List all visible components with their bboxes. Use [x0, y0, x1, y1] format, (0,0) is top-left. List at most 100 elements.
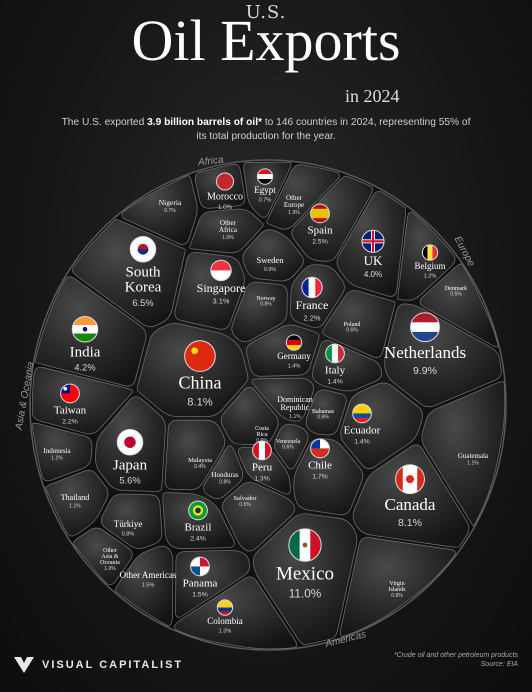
- country-name: France: [296, 298, 329, 312]
- country-panama: Panama 1.5%: [183, 556, 218, 599]
- country-share: 0.6%: [317, 415, 329, 421]
- country-name: Netherlands: [384, 343, 466, 362]
- country-share: 0.8%: [260, 302, 272, 308]
- country-name: Rica: [257, 432, 268, 438]
- japan-flag-icon: [116, 429, 144, 456]
- cell-venezuela: [274, 423, 309, 470]
- country-share: 0.8%: [391, 593, 403, 599]
- cell-dominican-republic: [251, 377, 314, 422]
- cell-canada: [352, 444, 470, 548]
- brand-logo: VISUAL CAPITALIST: [14, 657, 183, 673]
- country-share: 3.1%: [213, 296, 230, 305]
- panama-flag-icon: [190, 556, 210, 577]
- cell-nigeria: [121, 175, 198, 245]
- country-spain: Spain 2.5%: [307, 203, 333, 246]
- singapore-flag-icon: [210, 259, 232, 282]
- country-mexico: Mexico 11.0%: [276, 528, 334, 600]
- country-uk: UK 4.0%: [361, 229, 385, 279]
- country-name: Salvador: [233, 495, 257, 502]
- country-share: 1.4%: [354, 439, 370, 446]
- country-name: China: [179, 373, 222, 393]
- country-name: Virgin: [389, 581, 404, 587]
- cell-south-korea: [71, 218, 186, 328]
- country-name: Nigeria: [159, 198, 182, 207]
- cell-other-africa: [189, 208, 264, 254]
- cell-taiwan: [31, 366, 134, 435]
- country-share: 0.6%: [346, 328, 358, 334]
- subtitle-pre: The U.S. exported: [61, 117, 148, 128]
- cell-costa-rica: [221, 386, 279, 445]
- cell-colombia: [173, 576, 298, 650]
- country-germany: Germany 1.4%: [277, 334, 311, 369]
- country-china: China 8.1%: [179, 340, 222, 409]
- country-share: 0.7%: [259, 197, 272, 203]
- country-name: Denmark: [445, 286, 467, 292]
- country-name: Venezuela: [276, 439, 301, 445]
- country-name: Peru: [252, 461, 273, 473]
- peru-flag-icon: [252, 440, 272, 461]
- country-italy: Italy 1.4%: [325, 343, 346, 386]
- subtitle-bold: 3.9 billion barrels of oil*: [147, 117, 262, 128]
- cell-china: [136, 323, 249, 418]
- country-share: 0.9%: [264, 267, 276, 273]
- country-brazil: Brazil 2.4%: [185, 500, 212, 543]
- cell-malaysia: [164, 419, 226, 491]
- country-share: 1.5%: [192, 592, 208, 599]
- country-name: Asia &: [101, 554, 118, 560]
- country-name: Bahamas: [312, 409, 335, 415]
- country-chile: Chile 1.7%: [308, 438, 332, 481]
- country-share: 1.3%: [254, 476, 270, 483]
- cell-t-rkiye: [100, 493, 163, 549]
- country-taiwan: Taiwan 2.2%: [54, 383, 87, 426]
- germany-flag-icon: [285, 334, 303, 351]
- cell-spain: [291, 175, 373, 262]
- country-share: 1.4%: [327, 379, 343, 386]
- country-name: Belgium: [415, 261, 446, 271]
- country-share: 8.1%: [187, 397, 213, 409]
- cell-thailand: [45, 470, 109, 537]
- country-share: 1.0%: [218, 204, 233, 211]
- country-name: Oceania: [100, 560, 120, 566]
- country-name: Brazil: [185, 521, 212, 533]
- country-name: Other Americas: [120, 570, 177, 580]
- country-name: Panama: [183, 577, 218, 589]
- cell-denmark: [419, 263, 499, 348]
- country-share: 8.1%: [398, 517, 422, 529]
- country-name: Spain: [307, 224, 333, 236]
- country-canada: Canada 8.1%: [385, 464, 436, 529]
- country-share: 0.5%: [239, 502, 251, 508]
- country-share: 1.1%: [289, 414, 301, 420]
- country-name: Colombia: [207, 616, 243, 626]
- cell-norway: [231, 281, 288, 343]
- country-name: Morocco: [207, 192, 243, 203]
- cell-honduras: [203, 445, 244, 499]
- country-name: Dominican: [277, 395, 313, 404]
- cell-sweden: [242, 229, 304, 282]
- country-share: 1.1%: [69, 504, 81, 510]
- morocco-flag-icon: [216, 172, 234, 191]
- country-name: Indonesia: [43, 447, 71, 455]
- country-name: Republic: [281, 403, 310, 412]
- country-name: Italy: [325, 364, 346, 376]
- italy-flag-icon: [325, 343, 345, 364]
- spain-flag-icon: [310, 203, 330, 224]
- canada-flag-icon: [395, 464, 425, 495]
- country-share: 9.9%: [413, 365, 437, 377]
- brand-name: VISUAL CAPITALIST: [42, 659, 184, 671]
- country-share: 2.5%: [312, 239, 328, 246]
- country-share: 1.4%: [288, 363, 301, 369]
- country-name: Germany: [277, 351, 311, 361]
- country-name: Japan: [113, 457, 148, 473]
